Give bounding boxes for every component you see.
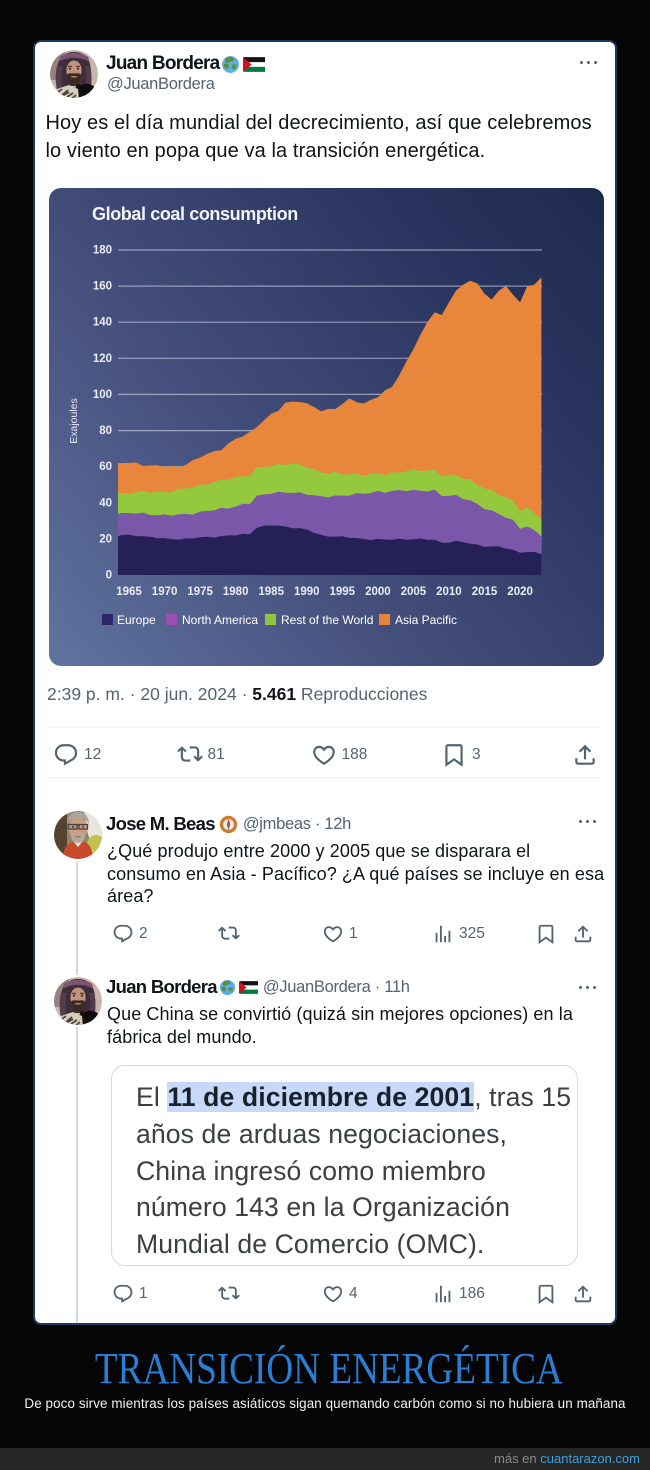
svg-text:2010: 2010 — [436, 586, 462, 598]
svg-text:20: 20 — [99, 533, 112, 545]
svg-text:2000: 2000 — [365, 586, 391, 598]
svg-text:120: 120 — [93, 353, 112, 365]
svg-text:1990: 1990 — [294, 586, 320, 598]
svg-text:140: 140 — [93, 317, 112, 329]
svg-text:2020: 2020 — [507, 586, 533, 598]
svg-text:1995: 1995 — [330, 586, 356, 598]
svg-text:1970: 1970 — [152, 586, 178, 598]
svg-text:1980: 1980 — [223, 586, 249, 598]
svg-text:2005: 2005 — [401, 586, 427, 598]
svg-text:2015: 2015 — [472, 586, 498, 598]
svg-text:1975: 1975 — [187, 586, 213, 598]
svg-text:100: 100 — [93, 389, 112, 401]
svg-text:40: 40 — [99, 497, 112, 509]
svg-text:180: 180 — [93, 245, 112, 257]
svg-text:160: 160 — [93, 281, 112, 293]
svg-text:1965: 1965 — [116, 586, 142, 598]
svg-text:80: 80 — [99, 425, 112, 437]
svg-text:0: 0 — [106, 570, 112, 582]
svg-text:60: 60 — [99, 461, 112, 473]
svg-text:1985: 1985 — [258, 586, 284, 598]
